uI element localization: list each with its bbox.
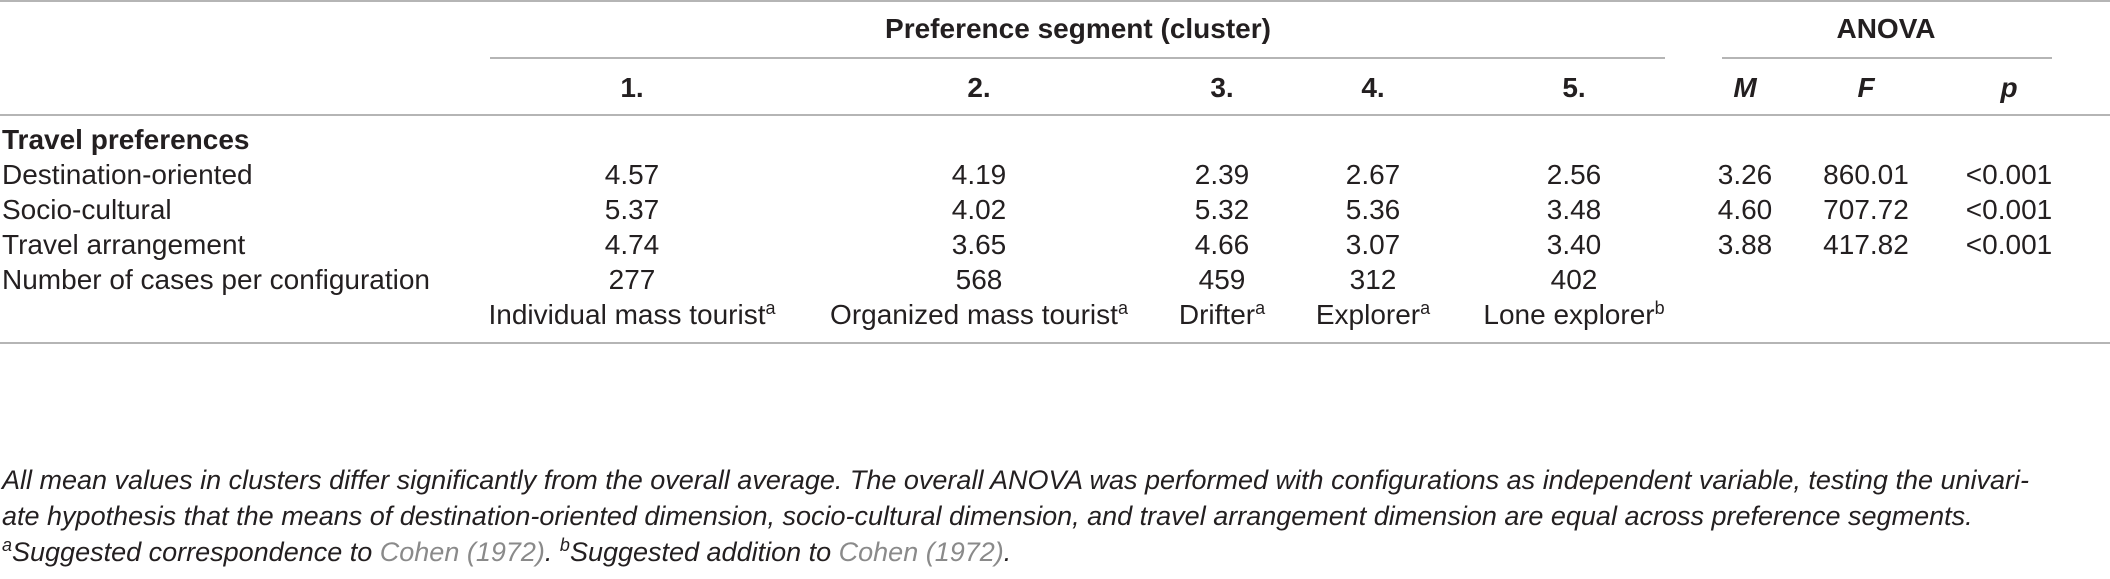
cell: 3.88 — [1717, 229, 1773, 260]
col-header-5: 5. — [1562, 72, 1586, 103]
col-header-M: M — [1733, 72, 1757, 103]
citation-link[interactable]: Cohen (1972) — [838, 537, 1004, 567]
footnote-line-1: All mean values in clusters differ signi… — [2, 465, 2030, 495]
row-label: Travel arrangement — [2, 229, 246, 260]
col-header-p: p — [2000, 72, 2018, 103]
cell: 860.01 — [1823, 159, 1909, 190]
header-anova: ANOVA — [1836, 13, 1936, 44]
cell: 3.65 — [951, 229, 1007, 260]
cell: 5.36 — [1345, 194, 1401, 225]
footnote-mark: a — [1255, 298, 1266, 318]
cell: 4.60 — [1717, 194, 1773, 225]
cell: 568 — [955, 264, 1003, 295]
cell: 402 — [1550, 264, 1598, 295]
cell: 2.56 — [1546, 159, 1602, 190]
cell: 5.32 — [1194, 194, 1250, 225]
anova-group-rule — [1722, 57, 2052, 59]
cell: 277 — [608, 264, 656, 295]
cell: 707.72 — [1823, 194, 1909, 225]
segment-name: Organized mass tourista — [830, 298, 1128, 330]
cell: 4.57 — [604, 159, 660, 190]
segment-name: Explorera — [1315, 298, 1431, 330]
cell: 4.74 — [604, 229, 660, 260]
footnote-mark: a — [1420, 298, 1431, 318]
cell: 2.67 — [1345, 159, 1401, 190]
col-header-1: 1. — [620, 72, 644, 103]
segment-name: Individual mass tourista — [488, 298, 776, 330]
top-rule — [0, 0, 2110, 2]
cell: 3.26 — [1717, 159, 1773, 190]
citation-link[interactable]: Cohen (1972) — [379, 537, 545, 567]
col-header-4: 4. — [1361, 72, 1385, 103]
table-bottom-rule — [0, 342, 2110, 344]
cell: 2.39 — [1194, 159, 1250, 190]
cell: 5.37 — [604, 194, 660, 225]
footnote-line-3: aSuggested correspondence to Cohen (1972… — [2, 535, 1012, 567]
footnote-mark: a — [765, 298, 776, 318]
row-label: Number of cases per configuration — [2, 264, 430, 295]
cell: <0.001 — [1965, 159, 2053, 190]
table-footnote: All mean values in clusters differ signi… — [2, 462, 2102, 570]
section-title: Travel preferences — [2, 124, 250, 155]
footnote-mark: a — [1117, 298, 1128, 318]
row-label: Socio-cultural — [2, 194, 172, 225]
cell: 4.66 — [1194, 229, 1250, 260]
col-header-2: 2. — [967, 72, 991, 103]
cell: 4.19 — [951, 159, 1007, 190]
header-preference-segment: Preference segment (cluster) — [885, 13, 1271, 44]
segment-name: Driftera — [1178, 298, 1266, 330]
segment-name: Lone explorerb — [1483, 298, 1665, 330]
cell: 459 — [1198, 264, 1246, 295]
cell: <0.001 — [1965, 194, 2053, 225]
footnote-line-2: ate hypothesis that the means of destina… — [2, 501, 1973, 531]
cell: 3.40 — [1546, 229, 1602, 260]
cell: 3.07 — [1345, 229, 1401, 260]
cell: 417.82 — [1823, 229, 1909, 260]
cell: 4.02 — [951, 194, 1007, 225]
col-header-F: F — [1857, 72, 1875, 103]
segment-group-rule — [490, 57, 1665, 59]
row-label: Destination-oriented — [2, 159, 253, 190]
cell: 312 — [1349, 264, 1397, 295]
cell: 3.48 — [1546, 194, 1602, 225]
col-header-3: 3. — [1210, 72, 1234, 103]
header-bottom-rule — [0, 114, 2110, 116]
cell: <0.001 — [1965, 229, 2053, 260]
footnote-mark: b — [1654, 298, 1665, 318]
